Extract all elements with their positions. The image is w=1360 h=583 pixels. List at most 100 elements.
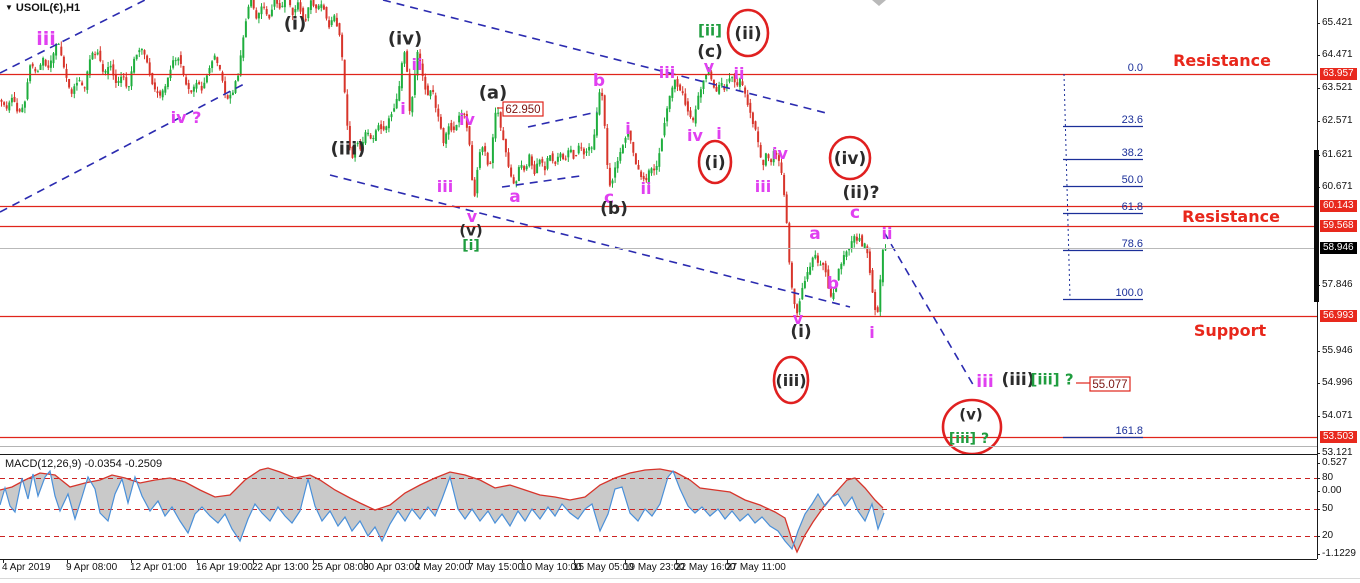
- wave-label[interactable]: (i): [284, 13, 307, 34]
- time-scale-label: 16 Apr 19:00: [196, 562, 253, 573]
- candle-body: [107, 67, 110, 75]
- wave-label[interactable]: iv ?: [171, 108, 202, 127]
- wave-label[interactable]: (iii): [331, 138, 366, 159]
- wave-circle[interactable]: [726, 8, 770, 58]
- candle-body: [484, 146, 487, 152]
- trendline[interactable]: [382, 0, 831, 115]
- trendline[interactable]: [883, 231, 976, 389]
- candle-body: [49, 60, 52, 68]
- candle-body: [692, 117, 695, 121]
- price-scale-label: 53.121: [1322, 447, 1353, 458]
- wave-label[interactable]: [iii] ?: [1030, 370, 1073, 388]
- candle-body: [122, 76, 125, 78]
- candle-body: [460, 113, 463, 118]
- candle-body: [611, 180, 614, 184]
- wave-label[interactable]: ii: [882, 224, 893, 243]
- trendline[interactable]: [329, 174, 851, 308]
- wave-circle[interactable]: [941, 398, 1003, 454]
- wave-circle[interactable]: [772, 355, 810, 405]
- wave-label[interactable]: ii: [641, 179, 652, 198]
- wave-label[interactable]: (iii): [1001, 370, 1034, 390]
- candle-body: [361, 141, 364, 149]
- wave-label[interactable]: (iv): [834, 149, 866, 169]
- candle-body: [229, 94, 232, 99]
- wave-label[interactable]: v: [704, 57, 715, 76]
- wave-label[interactable]: (b): [600, 199, 628, 219]
- candle-body: [580, 147, 583, 149]
- candle-body: [68, 79, 71, 88]
- wave-label[interactable]: (iii): [775, 371, 806, 390]
- wave-label[interactable]: c: [604, 188, 614, 208]
- time-scale-label: 19 May 23:00: [624, 562, 685, 573]
- wave-label[interactable]: ii: [734, 64, 745, 83]
- axis-tick: [1317, 509, 1320, 510]
- candle-body: [205, 75, 208, 83]
- wave-label[interactable]: iv: [772, 144, 788, 163]
- wave-label[interactable]: a: [809, 224, 820, 244]
- wave-label[interactable]: b: [827, 274, 839, 294]
- wave-label[interactable]: v: [793, 309, 804, 328]
- candle-body: [408, 73, 411, 111]
- wave-label[interactable]: i: [400, 99, 405, 118]
- wave-label[interactable]: iii: [976, 372, 993, 392]
- wave-label[interactable]: v: [467, 207, 478, 226]
- trendline[interactable]: [527, 111, 598, 128]
- collapse-arrow-icon[interactable]: ▼: [5, 3, 13, 12]
- price-scale-label: 64.471: [1322, 49, 1353, 60]
- wave-label[interactable]: (i): [704, 153, 725, 173]
- wave-circle[interactable]: [697, 139, 733, 185]
- candle-body: [135, 54, 138, 60]
- price-axis-scroll-grip[interactable]: [1314, 150, 1319, 302]
- wave-label[interactable]: iv: [687, 126, 703, 145]
- price-marker-box[interactable]: [1089, 376, 1131, 392]
- wave-label[interactable]: [iii] ?: [949, 431, 989, 447]
- resistance-zone-label[interactable]: Resistance: [1182, 207, 1280, 226]
- candle-body: [491, 137, 494, 164]
- wave-circle[interactable]: [828, 135, 872, 181]
- wave-label[interactable]: (ii): [734, 24, 761, 44]
- wave-label[interactable]: (c): [697, 42, 723, 62]
- wave-label[interactable]: c: [850, 203, 860, 223]
- wave-label[interactable]: i: [869, 323, 874, 342]
- wave-label[interactable]: (ii)?: [842, 183, 879, 203]
- candle-body: [445, 133, 448, 144]
- wave-label[interactable]: iii: [437, 177, 453, 196]
- wave-label[interactable]: iii: [755, 177, 771, 196]
- wave-label[interactable]: [i]: [462, 238, 480, 254]
- price-axis[interactable]: 65.421 64.471 63.521 62.571 61.621 60.671 57.8…: [1317, 0, 1360, 583]
- macd-scale-label: 0.00: [1322, 485, 1342, 496]
- candle-body: [660, 139, 663, 152]
- candle-body: [452, 126, 455, 130]
- wave-label[interactable]: (v): [459, 221, 483, 239]
- time-axis[interactable]: 4 Apr 2019 9 Apr 08:00 12 Apr 01:00 16 Apr …: [0, 559, 1317, 578]
- wave-label[interactable]: i: [716, 124, 721, 143]
- candlestick-chart-canvas[interactable]: 0.0 23.6 38.2 50.0 61.8 78.6 100.0 161.8 62.950 5…: [0, 0, 1317, 454]
- candle-body: [320, 4, 323, 8]
- wave-label[interactable]: iii: [36, 28, 56, 50]
- wave-label[interactable]: (i): [790, 322, 811, 342]
- candle-body: [663, 122, 666, 136]
- time-axis-tick: [416, 559, 417, 563]
- wave-label[interactable]: iv: [459, 110, 475, 129]
- macd-indicator-pane[interactable]: [0, 456, 1317, 559]
- candle-body: [588, 146, 591, 151]
- wave-label[interactable]: iii: [659, 63, 675, 82]
- resistance-zone-label[interactable]: Resistance: [1173, 51, 1271, 70]
- candle-body: [767, 154, 770, 159]
- trendline[interactable]: [0, 82, 247, 213]
- candle-body: [679, 84, 682, 91]
- pane-collapse-arrow-icon[interactable]: [872, 0, 886, 6]
- pane-separator[interactable]: [0, 446, 1317, 447]
- candle-body: [270, 9, 273, 16]
- wave-label[interactable]: a: [509, 187, 520, 207]
- wave-label[interactable]: b: [593, 71, 605, 91]
- support-zone-label[interactable]: Support: [1194, 321, 1267, 340]
- price-marker-box[interactable]: [502, 101, 544, 117]
- wave-label[interactable]: (v): [959, 405, 983, 423]
- wave-label[interactable]: i: [625, 119, 630, 138]
- candle-body: [853, 236, 856, 243]
- wave-label[interactable]: (iv): [388, 28, 422, 49]
- wave-label[interactable]: [ii]: [698, 21, 722, 39]
- wave-label[interactable]: (a): [479, 82, 508, 103]
- wave-label[interactable]: ii: [412, 55, 423, 74]
